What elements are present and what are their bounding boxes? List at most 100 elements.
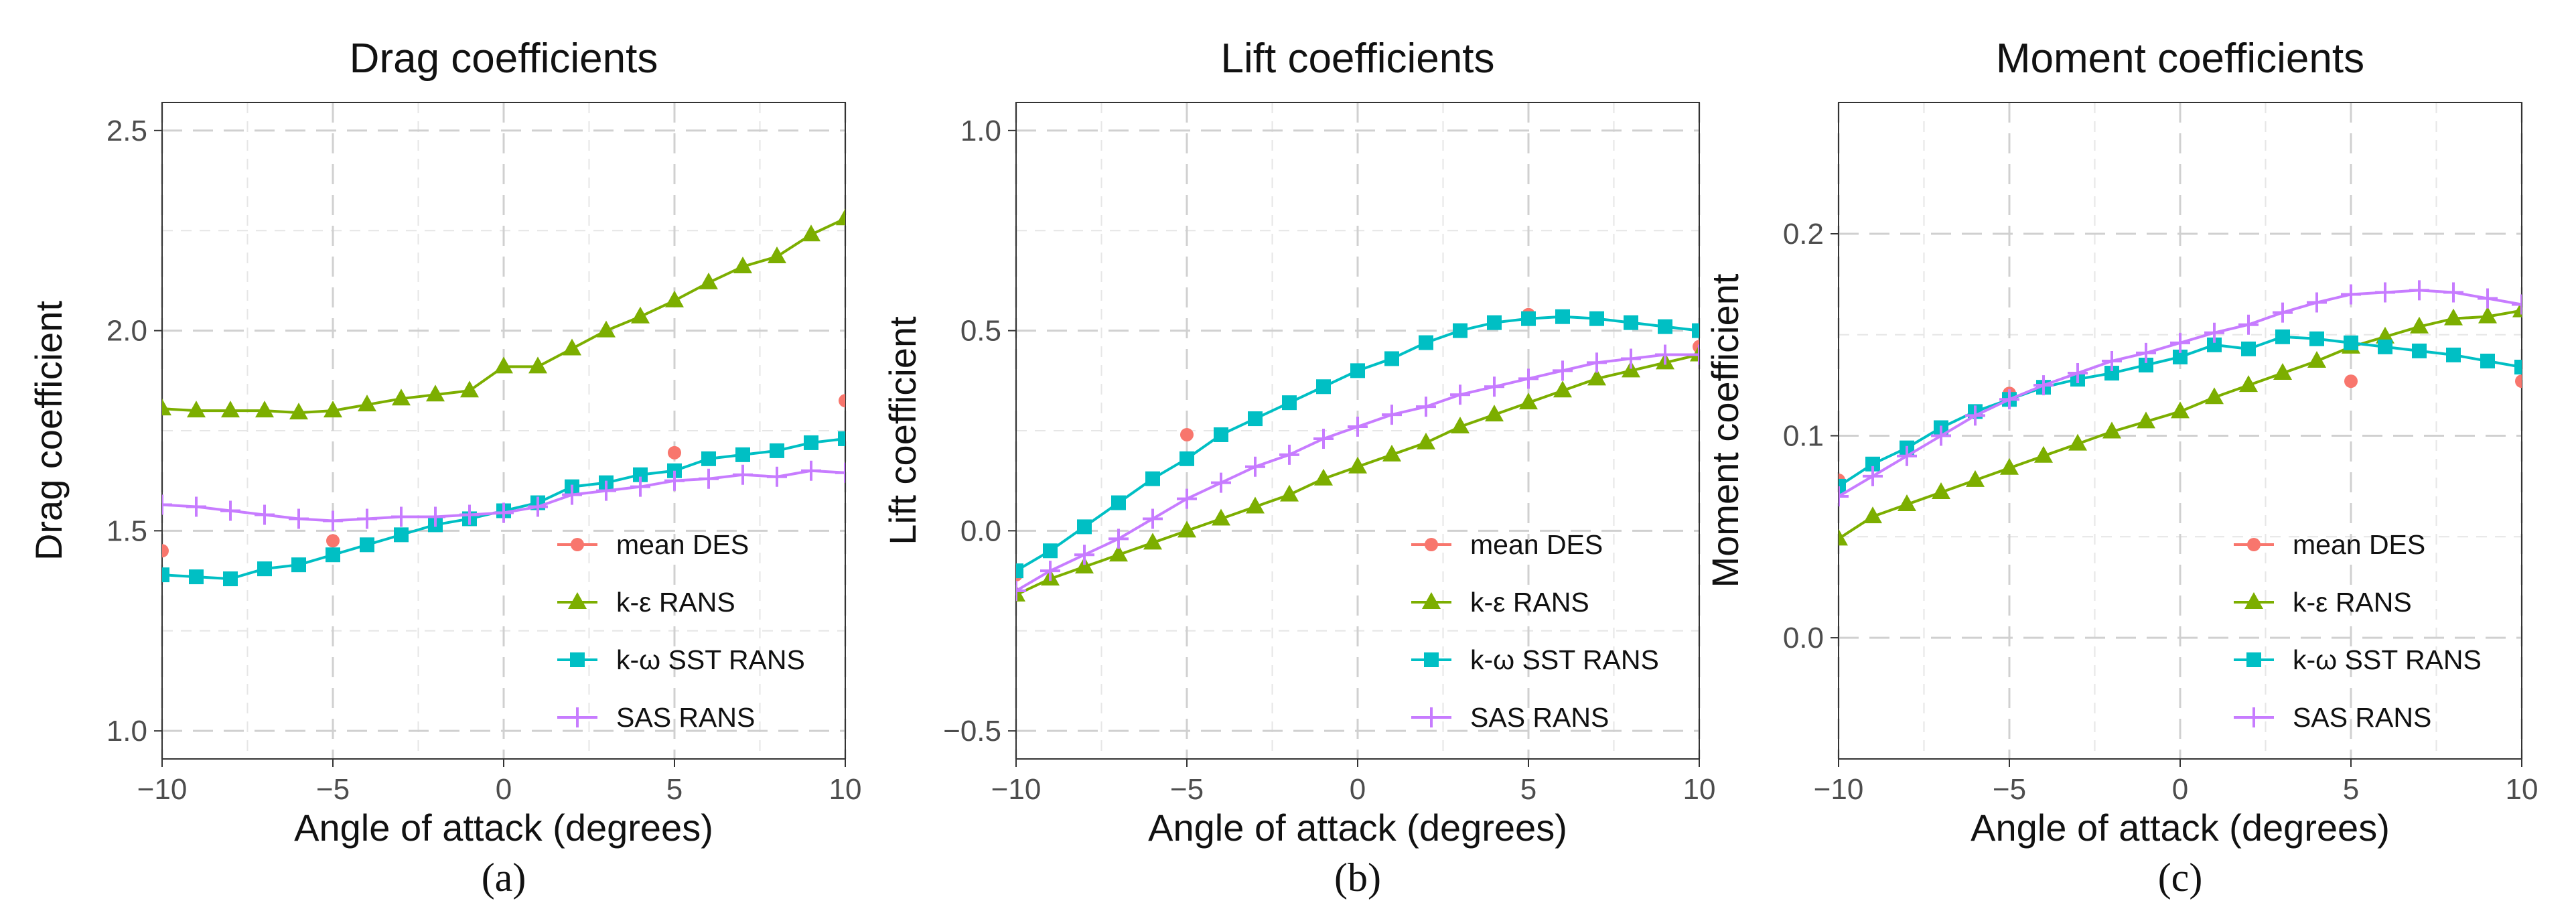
y-axis-title: Drag coefficient [27, 301, 70, 561]
data-point [838, 431, 845, 446]
gridlines [161, 102, 847, 759]
panel-caption: (c) [2158, 855, 2203, 900]
data-point [291, 557, 306, 573]
legend-item-mean-des: mean DES [2234, 529, 2425, 560]
data-point [1655, 344, 1675, 365]
data-point [839, 394, 845, 408]
data-point [2309, 331, 2324, 346]
data-point [289, 508, 309, 529]
y-tick-label: −0.5 [943, 715, 1001, 748]
legend-key-marker [2244, 592, 2263, 609]
data-point [1348, 456, 1367, 474]
x-tick-label: 5 [666, 773, 683, 806]
legend-label: k-ε RANS [2293, 587, 2412, 618]
data-point [1487, 315, 1502, 330]
legend: mean DES k-ε RANS k-ω SST RANS SAS RANS [2234, 529, 2482, 733]
legend-label: SAS RANS [1470, 702, 1609, 733]
data-point [1016, 581, 1026, 602]
data-point [2170, 332, 2190, 353]
data-point [1419, 335, 1433, 350]
x-tick-label: 0 [2172, 773, 2188, 806]
x-tick-label: −10 [137, 773, 188, 806]
x-tick-label: 5 [1520, 773, 1536, 806]
legend-label: k-ω SST RANS [2293, 644, 2482, 675]
legend-item-k-eps: k-ε RANS [2234, 587, 2412, 618]
y-tick-label: 0.0 [1783, 622, 1824, 654]
data-point [494, 502, 514, 523]
data-point [804, 435, 818, 450]
data-point [326, 547, 340, 563]
legend-label: k-ω SST RANS [616, 644, 805, 675]
data-point [1074, 545, 1094, 565]
series-k-omega [1016, 309, 1699, 579]
x-tick-label: 5 [2343, 773, 2359, 806]
data-point [2514, 360, 2522, 375]
legend-item-k-eps: k-ε RANS [557, 587, 735, 618]
legend-label: k-ε RANS [616, 587, 735, 618]
data-point [770, 443, 784, 458]
legend-key-marker [1425, 538, 1438, 551]
data-point [1350, 363, 1365, 378]
legend-label: mean DES [616, 529, 749, 560]
panel-title: Drag coefficients [350, 36, 658, 82]
y-axis-title: Moment coefficient [1704, 273, 1746, 587]
legend-item-k-omega: k-ω SST RANS [557, 644, 805, 675]
x-tick-label: −5 [1993, 773, 2026, 806]
data-point [2068, 433, 2087, 451]
data-point [1553, 360, 1573, 381]
panel-caption: (a) [482, 855, 526, 900]
data-point [221, 401, 240, 418]
data-point [1179, 451, 1194, 466]
data-point [1279, 444, 1299, 465]
data-point [2307, 292, 2327, 313]
data-point [1382, 405, 1402, 425]
legend-key-marker [1421, 707, 1441, 727]
y-tick-label: 1.5 [106, 514, 147, 547]
y-tick-label: 0.1 [1783, 420, 1824, 453]
data-point [2171, 401, 2190, 419]
x-tick-label: −5 [1170, 773, 1204, 806]
data-point [189, 569, 204, 585]
legend-item-sas: SAS RANS [1411, 702, 1609, 733]
data-point [2378, 339, 2392, 354]
panel-b: −10 −5 0 5 10 −0.5 0.0 0.5 1.0 Lift coefficients A… [881, 36, 1715, 900]
panel-title: Lift coefficients [1221, 36, 1495, 82]
data-point [1658, 319, 1672, 334]
legend-label: k-ε RANS [1470, 587, 1589, 618]
x-tick-label: −5 [316, 773, 350, 806]
series-mean-des [162, 394, 845, 558]
y-tick-label: 0.5 [960, 315, 1001, 348]
data-point [2238, 314, 2259, 335]
data-point [1280, 484, 1299, 502]
data-point [1314, 468, 1333, 486]
legend-item-mean-des: mean DES [1411, 529, 1603, 560]
legend-item-k-omega: k-ω SST RANS [1411, 644, 1659, 675]
data-point [1245, 456, 1265, 477]
data-point [2204, 322, 2224, 343]
data-point [562, 484, 582, 505]
data-point [2137, 411, 2155, 429]
data-point [528, 496, 548, 517]
data-point [597, 320, 616, 338]
data-point [596, 480, 616, 501]
data-point [2444, 308, 2463, 326]
data-point [2205, 387, 2224, 405]
legend-label: k-ω SST RANS [1470, 644, 1659, 675]
data-point [1689, 344, 1699, 365]
data-point [1040, 561, 1060, 581]
series-group [1839, 280, 2522, 546]
data-point [186, 496, 206, 517]
data-point [1932, 482, 1950, 499]
data-point [2512, 294, 2522, 315]
data-point [1484, 376, 1504, 397]
data-point [1316, 379, 1331, 395]
data-point [1587, 352, 1607, 373]
data-point [1077, 519, 1092, 535]
x-tick-label: 10 [829, 773, 862, 806]
data-point [1384, 351, 1399, 366]
data-point [1145, 471, 1160, 486]
x-axis-title: Angle of attack (degrees) [1148, 806, 1567, 849]
data-point [426, 384, 445, 402]
data-point [187, 401, 206, 418]
data-point [2139, 358, 2153, 372]
